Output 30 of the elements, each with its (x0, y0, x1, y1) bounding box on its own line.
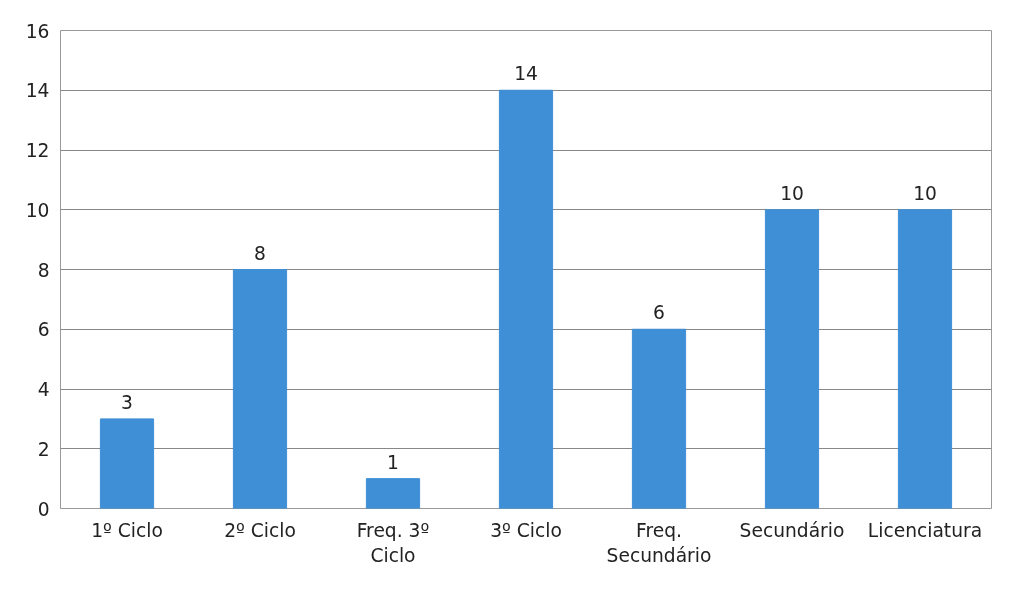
bar (897, 209, 953, 509)
y-tick-label: 8 (37, 259, 50, 281)
y-tick-label: 16 (25, 20, 50, 42)
bar (232, 269, 288, 509)
y-tick-label: 10 (25, 199, 50, 221)
x-tick-label: Freq. 3º Ciclo (356, 519, 430, 566)
y-tick-label: 4 (37, 379, 50, 400)
x-tick-label: Freq. Secundário (606, 519, 712, 566)
data-label: 10 (913, 182, 937, 204)
y-tick-label: 14 (25, 80, 50, 102)
data-label: 10 (780, 182, 804, 204)
bar (99, 418, 155, 509)
x-tick-label: 2º Ciclo (224, 519, 296, 541)
y-tick-label: 6 (37, 319, 50, 341)
data-label: 8 (254, 242, 266, 264)
bar (631, 328, 687, 509)
y-tick-label: 0 (37, 498, 50, 520)
bar (365, 478, 421, 509)
y-tick-label: 2 (37, 438, 50, 460)
bar (498, 89, 554, 509)
data-label: 14 (514, 63, 538, 85)
data-label: 1 (387, 451, 399, 473)
x-tick-label: Licenciatura (867, 519, 983, 541)
bar (764, 209, 820, 509)
x-tick-label: 3º Ciclo (490, 519, 562, 541)
data-label: 3 (121, 391, 133, 413)
data-label: 6 (653, 302, 665, 324)
x-tick-label: 1º Ciclo (91, 519, 163, 541)
x-tick-label: Secundário (739, 519, 845, 541)
y-tick-label: 12 (25, 140, 50, 161)
